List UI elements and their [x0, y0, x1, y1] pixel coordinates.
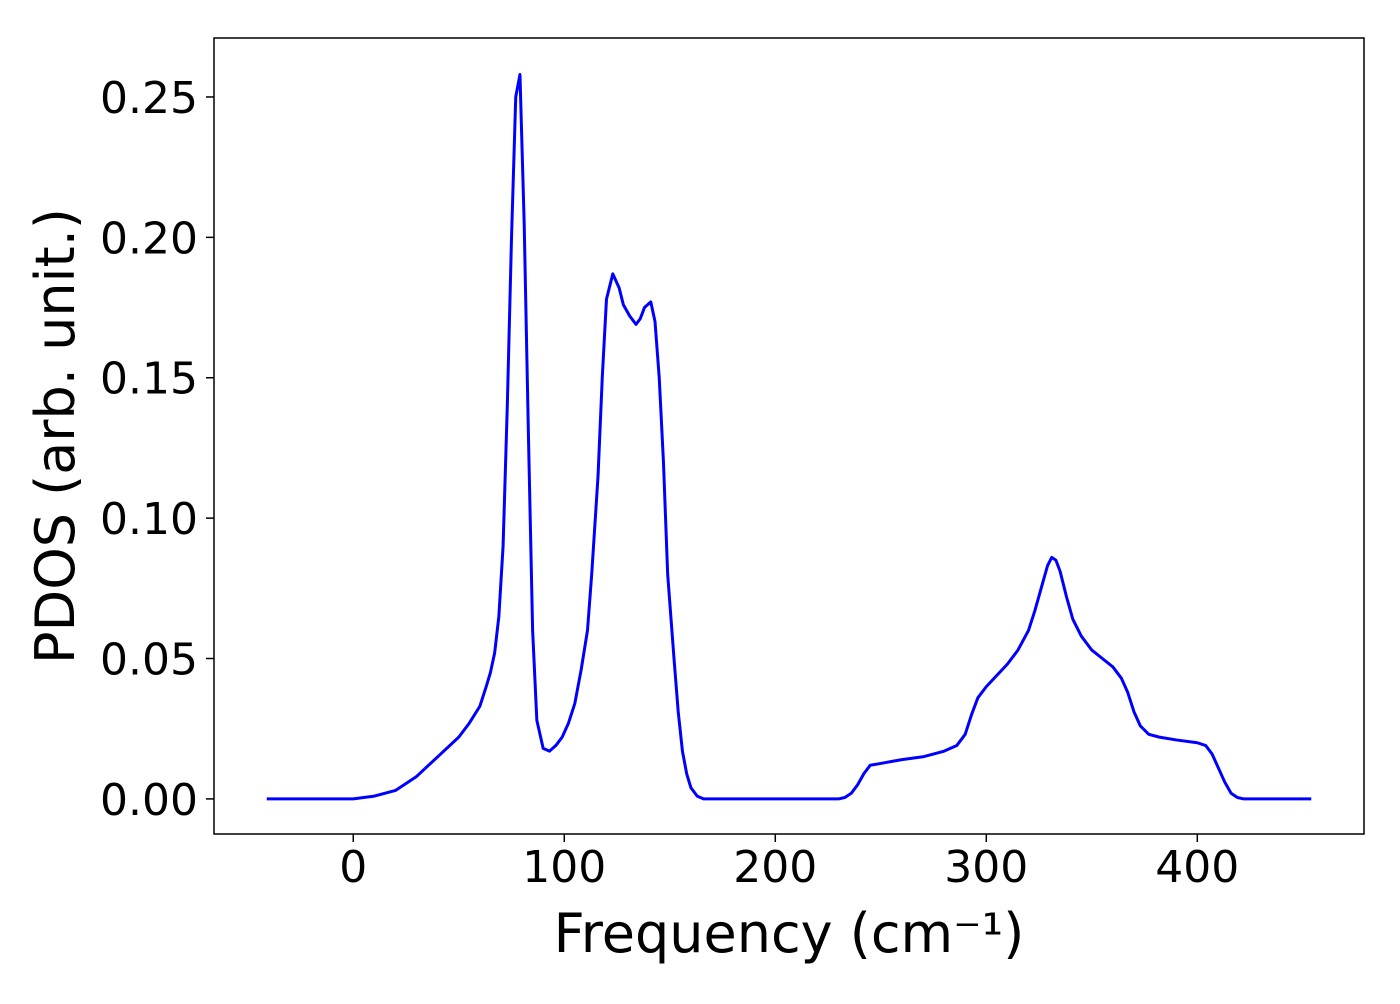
y-tick-label: 0.05 [100, 635, 198, 686]
y-tick-label: 0.20 [100, 213, 198, 264]
x-tick-label: 200 [733, 842, 817, 893]
x-tick-label: 400 [1155, 842, 1239, 893]
x-tick-label: 0 [339, 842, 367, 893]
y-axis-label: PDOS (arb. unit.) [24, 208, 87, 664]
x-tick-label: 300 [944, 842, 1028, 893]
y-tick-label: 0.10 [100, 494, 198, 545]
x-axis-label: Frequency (cm⁻¹) [554, 902, 1025, 965]
pdos-line [266, 73, 1312, 801]
y-tick-label: 0.15 [100, 354, 198, 405]
plot-frame [213, 37, 1365, 835]
y-tick-label: 0.00 [100, 775, 198, 826]
x-tick-label: 100 [522, 842, 606, 893]
y-tick-label: 0.25 [100, 73, 198, 124]
